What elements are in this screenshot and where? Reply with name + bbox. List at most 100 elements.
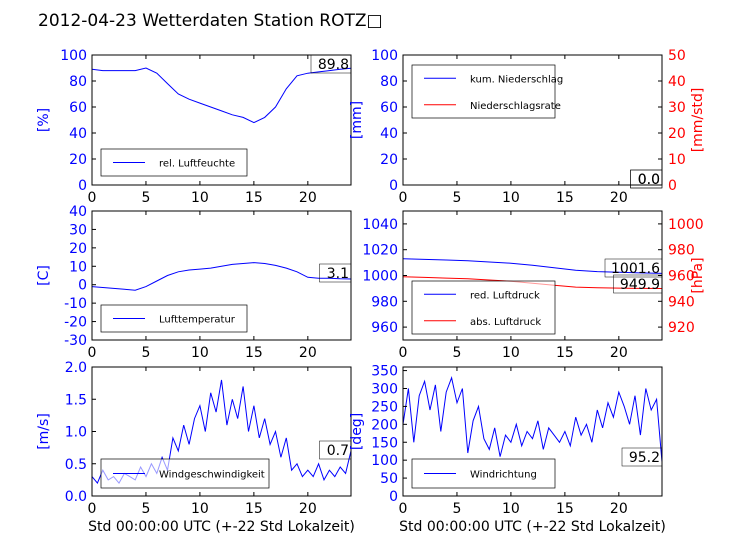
legend-label: Windrichtung [470, 470, 537, 481]
legend-label: abs. Luftdruck [470, 317, 541, 328]
current-value-label: 89.8 [318, 57, 349, 73]
x-tick-label: 5 [452, 501, 461, 517]
y-tick-label: 50 [380, 471, 398, 487]
y-tick-label: 100 [371, 48, 398, 64]
y-tick-label: 0 [389, 489, 398, 505]
figure-title: 2012-04-23 Wetterdaten Station ROTZ□ [38, 11, 383, 31]
y-tick-label: 80 [69, 74, 87, 90]
legend-box [411, 280, 556, 335]
y-axis-label: [C] [36, 265, 52, 286]
x-tick-label: 0 [88, 190, 97, 206]
y-tick-label: 0 [78, 178, 87, 194]
x-tick-label: 20 [610, 501, 628, 517]
x-tick-label: 20 [610, 345, 628, 361]
y-tick-label: 0 [389, 178, 398, 194]
y-tick-label: 40 [380, 126, 398, 142]
current-value-label-2: 0.0 [638, 172, 660, 188]
plot-frame [91, 54, 352, 186]
y-tick-label: -20 [64, 315, 87, 331]
x-tick-label: 5 [141, 345, 150, 361]
legend-label: red. Luftdruck [470, 290, 540, 301]
y2-tick-label: 980 [668, 243, 695, 259]
y-tick-label: 10 [69, 259, 87, 275]
current-value-label-box [621, 447, 663, 467]
y2-tick-label: 920 [668, 320, 695, 336]
y-tick-label: 0.0 [65, 489, 87, 505]
y-tick-label: 20 [69, 241, 87, 257]
y-tick-label: 350 [371, 364, 398, 380]
y-tick-label: 60 [380, 100, 398, 116]
current-value-label: 0.7 [327, 443, 349, 459]
x-tick-label: 15 [556, 190, 574, 206]
x-tick-label: 15 [556, 501, 574, 517]
current-value-label: 1001.6 [611, 261, 660, 277]
y-tick-label: 200 [371, 417, 398, 433]
y-tick-label: 1020 [362, 243, 398, 259]
current-value-label-2: 949.9 [620, 277, 660, 293]
legend-label: kum. Niederschlag [470, 74, 563, 85]
x-tick-label: 20 [299, 501, 317, 517]
y-tick-label: -10 [64, 296, 87, 312]
x-tick-label: 0 [399, 345, 408, 361]
y-axis-label: [mm] [349, 101, 365, 139]
x-tick-label: 10 [502, 190, 520, 206]
series-line-1 [91, 262, 352, 291]
chart-panel-3: 0 5 10 15 20 -30 -20 -10 0 10 20 30 40 [C] Lufttempera… [36, 204, 352, 361]
y-axis-label: [%] [36, 108, 52, 132]
y-tick-label: 1.0 [65, 425, 87, 441]
current-value-label: 0.0 [638, 172, 660, 188]
chart-panel-5: 0 5 10 15 20 0.0 0.5 1.0 1.5 2.0 [m/s] Std 00:00:00… [36, 360, 355, 535]
plot-frame [402, 366, 663, 497]
legend-label: rel. Luftfeuchte [159, 159, 235, 170]
x-tick-label: 5 [141, 190, 150, 206]
current-value-label-box [310, 54, 352, 74]
y-tick-label: 100 [60, 48, 87, 64]
legend-label: Lufttemperatur [159, 315, 236, 326]
y-tick-label: 100 [371, 453, 398, 469]
y-tick-label: 20 [69, 152, 87, 168]
x-axis-label: Std 00:00:00 UTC (+-22 Std Lokalzeit) [399, 519, 666, 535]
x-tick-label: 10 [191, 190, 209, 206]
y2-tick-label: 40 [668, 74, 686, 90]
chart-panel-1: 0 5 10 15 20 0 20 40 60 80 100 [%] rel. Luftfeuchte 8… [36, 48, 352, 206]
series-line-1 [402, 258, 663, 274]
y-tick-label: 0 [78, 278, 87, 294]
x-tick-label: 0 [88, 501, 97, 517]
x-tick-label: 5 [452, 345, 461, 361]
y-tick-label: 300 [371, 382, 398, 398]
y2-tick-label: 30 [668, 100, 686, 116]
y-tick-label: 150 [371, 435, 398, 451]
current-value-label-box [319, 263, 352, 283]
current-value-label: 95.2 [629, 450, 660, 466]
x-tick-label: 10 [191, 345, 209, 361]
y2-tick-label: 940 [668, 294, 695, 310]
y2-tick-label: 0 [668, 178, 677, 194]
x-tick-label: 20 [299, 345, 317, 361]
x-tick-label: 15 [245, 501, 263, 517]
y-tick-label: 60 [69, 100, 87, 116]
y-axis-label: [deg] [349, 413, 365, 450]
y-tick-label: 960 [371, 320, 398, 336]
current-value-label-box [604, 258, 663, 278]
current-value-label: 3.1 [327, 266, 349, 282]
y2-tick-label: 50 [668, 48, 686, 64]
legend-label: Niederschlagsrate [470, 101, 561, 112]
y2-tick-label: 1000 [668, 217, 704, 233]
y2-tick-label: 20 [668, 126, 686, 142]
y-tick-label: 980 [371, 294, 398, 310]
current-value-label-box [319, 440, 352, 460]
x-tick-label: 20 [299, 190, 317, 206]
y-tick-label: 2.0 [65, 360, 87, 376]
y-tick-label: -30 [64, 333, 87, 349]
y-tick-label: 40 [69, 204, 87, 220]
y-tick-label: 1000 [362, 269, 398, 285]
x-axis-label: Std 00:00:00 UTC (+-22 Std Lokalzeit) [88, 519, 355, 535]
y-tick-label: 40 [69, 126, 87, 142]
legend-label: Windgeschwindigkeit [159, 470, 265, 481]
current-value-label-2-box [630, 169, 663, 189]
y-tick-label: 250 [371, 399, 398, 415]
x-tick-label: 0 [399, 501, 408, 517]
